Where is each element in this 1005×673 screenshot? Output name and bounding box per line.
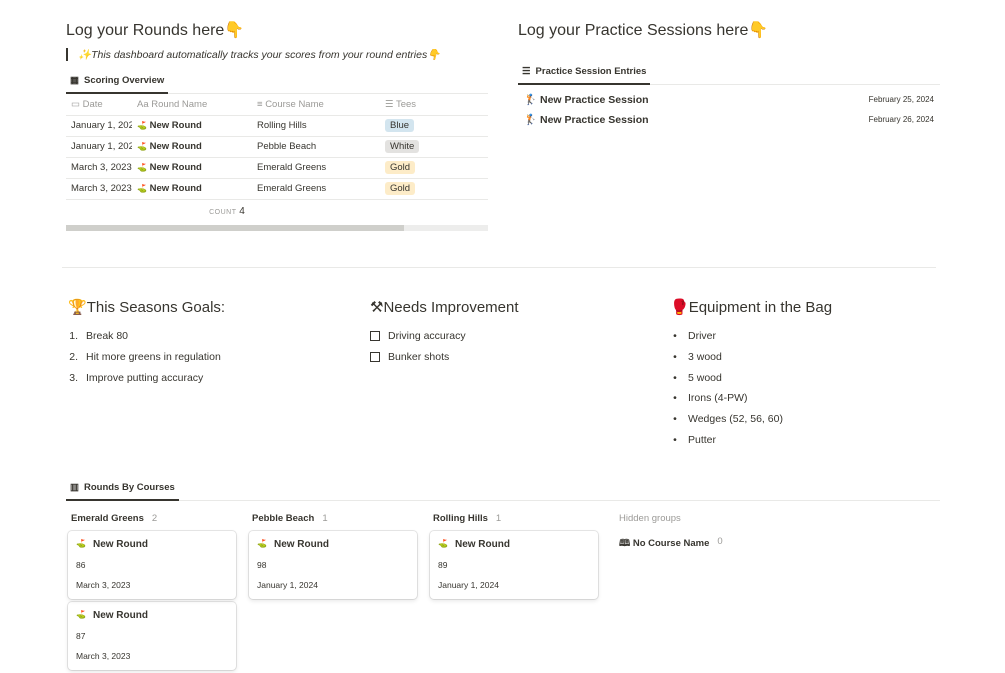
tees-pill: Gold xyxy=(385,161,416,174)
rounds-title: Log your Rounds here👇 xyxy=(66,22,245,39)
round-name-cell[interactable]: ⛳ New Round xyxy=(132,115,252,137)
improvement-section: ⚒Needs Improvement Driving accuracy Bunke… xyxy=(370,298,519,367)
golfer-icon: 🏌 xyxy=(524,93,538,106)
count-footer: COUNT 4 xyxy=(209,205,245,217)
hidden-group-no-course[interactable]: 🕮 No Course Name 0 xyxy=(619,536,723,549)
tab-scoring-overview[interactable]: ▦ Scoring Overview xyxy=(66,69,169,94)
board-card[interactable]: ⛳ New Round 89 January 1, 2024 xyxy=(430,531,598,599)
practice-entry[interactable]: 🏌 New Practice Session February 26, 2024 xyxy=(524,114,934,127)
course-cell: Emerald Greens xyxy=(252,157,380,179)
group-header[interactable]: Rolling Hills 1 xyxy=(433,513,502,524)
equipment-item: • Putter xyxy=(673,433,717,446)
golf-flag-icon: ⛳ xyxy=(137,163,147,172)
tees-pill: Gold xyxy=(385,182,416,195)
horizontal-scrollbar[interactable] xyxy=(66,224,488,231)
golf-flag-icon: ⛳ xyxy=(76,610,86,619)
improvement-title: ⚒Needs Improvement xyxy=(370,299,519,316)
board-column: Pebble Beach 1 ⛳ New Round 98 January 1, 2024 xyxy=(249,513,417,673)
tees-cell: Gold xyxy=(380,178,488,200)
goal-item: 3. Improve putting accuracy xyxy=(69,371,204,384)
course-cell: Pebble Beach xyxy=(252,136,380,158)
goals-title: 🏆This Seasons Goals: xyxy=(68,299,226,316)
goal-item: 2. Hit more greens in regulation xyxy=(69,351,221,364)
tees-cell: White xyxy=(380,136,488,158)
practice-entry[interactable]: 🏌 New Practice Session February 25, 2024 xyxy=(524,93,934,106)
board-icon: ▥ xyxy=(70,482,79,493)
divider xyxy=(62,267,936,268)
course-cell: Rolling Hills xyxy=(252,115,380,137)
date-cell: January 1, 2024 xyxy=(66,115,132,137)
golf-flag-icon: ⛳ xyxy=(137,142,147,151)
checkbox[interactable] xyxy=(370,331,380,342)
golf-flag-icon: ⛳ xyxy=(76,539,86,548)
board-section: ▥ Rounds By Courses Emerald Greens 2 ⛳ New R… xyxy=(66,476,940,673)
column-header-course-name[interactable]: ≡ Course Name xyxy=(252,94,380,116)
golfer-icon: 🏌 xyxy=(524,114,538,127)
board-card[interactable]: ⛳ New Round 86 March 3, 2023 xyxy=(68,531,236,599)
list-icon: ☰ xyxy=(522,66,531,77)
equipment-item: • Wedges (52, 56, 60) xyxy=(673,413,783,426)
inbox-icon: 🕮 xyxy=(619,538,631,549)
table-row[interactable]: March 3, 2023 ⛳ New Round Emerald Greens… xyxy=(66,157,488,179)
scoring-table: ▭ Date Aa Round Name ≡ Course Name ☰ Tee… xyxy=(66,94,488,200)
tab-practice-entries[interactable]: ☰ Practice Session Entries xyxy=(518,60,651,85)
group-header[interactable]: Pebble Beach 1 xyxy=(252,513,328,524)
goals-section: 🏆This Seasons Goals: 1. Break 80 2. Hit mor… xyxy=(68,298,225,388)
equipment-title: 🥊Equipment in the Bag xyxy=(670,299,833,316)
practice-title: Log your Practice Sessions here👇 xyxy=(518,22,769,39)
table-row[interactable]: January 1, 2024 ⛳ New Round Pebble Beach… xyxy=(66,136,488,158)
tees-cell: Gold xyxy=(380,157,488,179)
golf-flag-icon: ⛳ xyxy=(137,121,147,130)
date-cell: January 1, 2024 xyxy=(66,136,132,158)
practice-section: Log your Practice Sessions here👇 ☰ Practi… xyxy=(518,20,940,130)
round-name-cell[interactable]: ⛳ New Round xyxy=(132,157,252,179)
tees-pill: Blue xyxy=(385,119,415,132)
goal-item: 1. Break 80 xyxy=(69,330,129,343)
round-name-cell[interactable]: ⛳ New Round xyxy=(132,178,252,200)
course-cell: Emerald Greens xyxy=(252,178,380,200)
rounds-section: Log your Rounds here👇 ✨This dashboard au… xyxy=(66,20,488,231)
checkbox[interactable] xyxy=(370,352,380,363)
column-header-date[interactable]: ▭ Date xyxy=(66,94,132,116)
table-icon: ▦ xyxy=(70,75,79,86)
board-card[interactable]: ⛳ New Round 98 January 1, 2024 xyxy=(249,531,417,599)
table-row[interactable]: January 1, 2024 ⛳ New Round Rolling Hill… xyxy=(66,115,488,137)
rounds-quote: ✨This dashboard automatically tracks you… xyxy=(66,48,488,61)
tab-rounds-by-courses[interactable]: ▥ Rounds By Courses xyxy=(66,476,179,501)
column-header-tees[interactable]: ☰ Tees xyxy=(380,94,488,116)
date-cell: March 3, 2023 xyxy=(66,178,132,200)
round-name-cell[interactable]: ⛳ New Round xyxy=(132,136,252,158)
board-column: Rolling Hills 1 ⛳ New Round 89 January 1, 202… xyxy=(430,513,598,673)
group-header[interactable]: Emerald Greens 2 xyxy=(71,513,158,524)
column-header-round-name[interactable]: Aa Round Name xyxy=(132,94,252,116)
todo-item: Driving accuracy xyxy=(370,326,519,347)
board-column: Emerald Greens 2 ⛳ New Round 86 March 3, 2023… xyxy=(68,513,236,673)
equipment-item: • 3 wood xyxy=(673,351,722,364)
equipment-item: • Irons (4-PW) xyxy=(673,392,748,405)
board-card[interactable]: ⛳ New Round 87 March 3, 2023 xyxy=(68,602,236,670)
tees-pill: White xyxy=(385,140,420,153)
equipment-item: • 5 wood xyxy=(673,371,722,384)
golf-flag-icon: ⛳ xyxy=(438,539,448,548)
golf-flag-icon: ⛳ xyxy=(257,539,267,548)
golf-flag-icon: ⛳ xyxy=(137,184,147,193)
date-cell: March 3, 2023 xyxy=(66,157,132,179)
equipment-section: 🥊Equipment in the Bag • Driver • 3 wood • 5 w… xyxy=(670,298,832,450)
tees-cell: Blue xyxy=(380,115,488,137)
table-row[interactable]: March 3, 2023 ⛳ New Round Emerald Greens… xyxy=(66,178,488,200)
hidden-groups: Hidden groups 🕮 No Course Name 0 xyxy=(611,513,723,673)
equipment-item: • Driver xyxy=(673,330,716,343)
todo-item: Bunker shots xyxy=(370,347,519,368)
